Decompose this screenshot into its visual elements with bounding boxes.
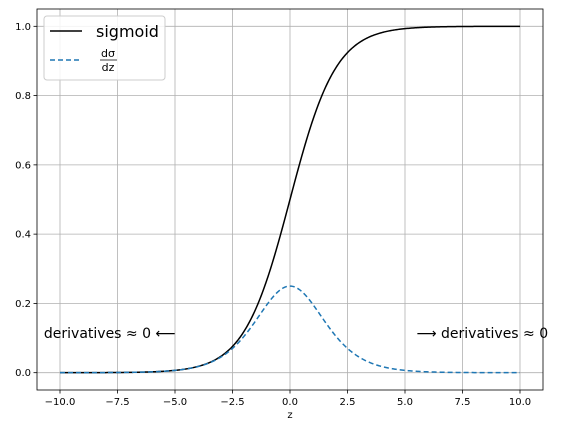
derivative-curve <box>60 285 520 374</box>
x-tick-label: 7.5 <box>455 397 471 408</box>
y-tick-label: 0.8 <box>15 91 31 102</box>
y-tick-label: 0.2 <box>15 299 31 310</box>
axis-ticks: −10.0 −7.5 −5.0 −2.5 0.0 2.5 5.0 7.5 10.0 0.0 0.2 0… <box>15 22 531 408</box>
y-tick-label: 0.6 <box>15 160 31 171</box>
annotation-right: ⟶ derivatives ≈ 0 <box>417 326 549 342</box>
x-tick-label: 2.5 <box>340 397 356 408</box>
x-tick-label: −7.5 <box>105 397 129 408</box>
x-tick-label: 10.0 <box>509 397 531 408</box>
y-tick-label: 1.0 <box>15 22 31 33</box>
annotation-left: derivatives ≈ 0 ⟵ <box>44 326 176 342</box>
x-axis-label: z <box>287 410 292 421</box>
legend: sigmoid dσ dz <box>43 15 166 81</box>
x-tick-label: −5.0 <box>163 397 187 408</box>
legend-derivative-numerator: dσ <box>101 47 115 60</box>
plot-curves <box>60 25 520 374</box>
x-tick-label: 0.0 <box>282 397 298 408</box>
legend-derivative-denominator: dz <box>102 61 115 74</box>
y-tick-label: 0.4 <box>15 230 31 241</box>
y-tick-label: 0.0 <box>15 368 31 379</box>
annotations: derivatives ≈ 0 ⟵ ⟶ derivatives ≈ 0 <box>44 326 548 342</box>
legend-sigmoid-label: sigmoid <box>96 22 159 41</box>
legend-box <box>43 15 166 81</box>
x-tick-label: −2.5 <box>220 397 244 408</box>
x-tick-label: 5.0 <box>397 397 413 408</box>
x-tick-label: −10.0 <box>45 397 76 408</box>
